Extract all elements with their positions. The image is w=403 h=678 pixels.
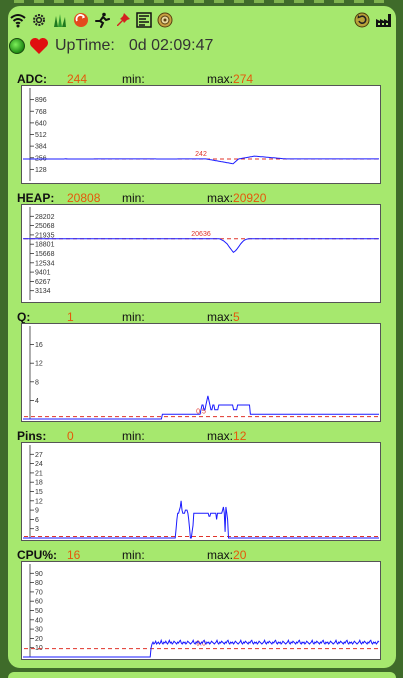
- status-row: UpTime: 0d 02:09:47: [9, 35, 213, 57]
- y-tick-label: 12: [35, 361, 43, 368]
- y-tick-label: 25068: [35, 223, 55, 230]
- y-tick-label: 4: [35, 398, 39, 405]
- series-line: [23, 395, 379, 420]
- y-tick-label: 50: [35, 608, 43, 615]
- series-line: [23, 155, 379, 165]
- metric-value: 1: [67, 310, 74, 324]
- q-chart: 16 12 8 4 0.5: [21, 323, 381, 422]
- metric-value: 0: [67, 429, 74, 443]
- reference-label: 9.0: [196, 641, 206, 648]
- y-tick-label: 384: [35, 144, 47, 151]
- series-line: [23, 238, 379, 253]
- y-tick-label: 21935: [35, 232, 55, 239]
- y-tick-label: 512: [35, 132, 47, 139]
- chart-svg: 28202 25068 21935 18801 15668 12534 9401 6267 31…: [23, 207, 379, 300]
- y-tick-label: 9401: [35, 270, 51, 277]
- y-tick-label: 6: [35, 517, 39, 524]
- target-icon[interactable]: [156, 11, 174, 29]
- metric-value: 244: [67, 72, 88, 86]
- metric-label: Pins:: [17, 429, 47, 443]
- pins-chart: 27 24 21 18 15 12 9 6 3: [21, 442, 381, 541]
- metric-value: 20808: [67, 191, 101, 205]
- next-panel-edge: [8, 672, 396, 678]
- uptime-label: UpTime:: [55, 37, 115, 54]
- y-tick-label: 18801: [35, 242, 55, 249]
- grass-icon[interactable]: [51, 11, 69, 29]
- y-tick-label: 20: [35, 636, 43, 643]
- metric-label: Q:: [17, 310, 31, 324]
- y-tick-label: 3: [35, 526, 39, 533]
- series-line: [23, 500, 379, 539]
- reference-label: 20636: [191, 231, 211, 238]
- y-tick-label: 9: [35, 508, 39, 515]
- status-led-icon: [9, 38, 25, 54]
- y-tick-label: 12534: [35, 260, 55, 267]
- wifi-icon[interactable]: [9, 11, 27, 29]
- factory-icon[interactable]: [375, 11, 393, 29]
- y-tick-label: 15: [35, 489, 43, 496]
- metric-label: ADC:: [17, 72, 47, 86]
- metric-max: max:12: [207, 429, 247, 443]
- y-tick-label: 896: [35, 97, 47, 104]
- uptime-value: 0d 02:09:47: [128, 37, 214, 54]
- y-tick-label: 27: [35, 452, 43, 459]
- y-tick-label: 16: [35, 342, 43, 349]
- reference-label: 0.5: [196, 409, 206, 416]
- chart-svg: 16 12 8 4 0.5: [23, 326, 379, 420]
- settings-gear-icon[interactable]: [30, 11, 48, 29]
- qr-grid-icon[interactable]: [135, 11, 153, 29]
- running-man-icon[interactable]: [93, 11, 111, 29]
- metric-max: max:274: [207, 72, 254, 86]
- y-tick-label: 6267: [35, 279, 51, 286]
- chart-svg: 27 24 21 18 15 12 9 6 3: [23, 445, 379, 539]
- metric-value: 16: [67, 548, 81, 562]
- metric-max: max:20920: [207, 191, 267, 205]
- y-tick-label: 90: [35, 571, 43, 578]
- y-tick-label: 30: [35, 627, 43, 634]
- metric-max: max:20: [207, 548, 247, 562]
- y-tick-label: 28202: [35, 214, 55, 221]
- toolbar: [9, 9, 174, 31]
- y-tick-label: 60: [35, 599, 43, 606]
- refresh-ring-icon[interactable]: [72, 11, 90, 29]
- metric-max: max:5: [207, 310, 240, 324]
- y-tick-label: 8: [35, 379, 39, 386]
- y-tick-label: 21: [35, 470, 43, 477]
- heap-chart: 28202 25068 21935 18801 15668 12534 9401 6267 31…: [21, 204, 381, 303]
- y-tick-label: 128: [35, 167, 47, 174]
- toolbar-right: [353, 9, 393, 31]
- y-tick-label: 18: [35, 480, 43, 487]
- y-tick-label: 80: [35, 580, 43, 587]
- reference-label: 242: [195, 151, 207, 158]
- adc-chart: 896 768 640 512 384 256 128 242: [21, 85, 381, 184]
- restart-icon[interactable]: [353, 11, 371, 29]
- y-tick-label: 12: [35, 498, 43, 505]
- cpu-chart: 90 80 70 60 50 40 30 20 10 9.0: [21, 561, 381, 660]
- y-tick-label: 3134: [35, 288, 51, 295]
- y-tick-label: 70: [35, 589, 43, 596]
- series-line: [23, 638, 380, 658]
- y-tick-label: 768: [35, 109, 47, 116]
- heart-icon: [29, 37, 49, 55]
- y-tick-label: 640: [35, 120, 47, 127]
- metric-label: CPU%:: [17, 548, 58, 562]
- y-tick-label: 40: [35, 617, 43, 624]
- y-tick-label: 24: [35, 461, 43, 468]
- metric-label: HEAP:: [17, 191, 55, 205]
- pin-icon[interactable]: [114, 11, 132, 29]
- y-tick-label: 15668: [35, 251, 55, 258]
